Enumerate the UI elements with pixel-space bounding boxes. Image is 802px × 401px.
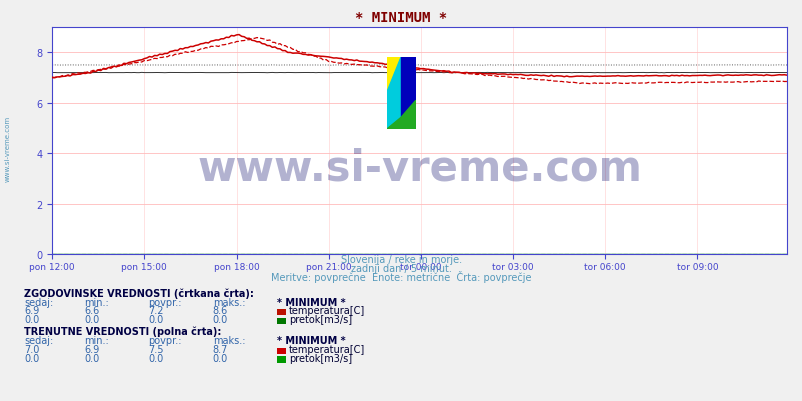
Text: temperatura[C]: temperatura[C]: [289, 344, 365, 354]
Text: www.si-vreme.com: www.si-vreme.com: [5, 115, 11, 181]
Text: 8.7: 8.7: [213, 344, 228, 354]
Text: min.:: min.:: [84, 335, 109, 345]
Text: 6.6: 6.6: [84, 306, 99, 316]
Text: sedaj:: sedaj:: [24, 297, 53, 307]
Text: 0.0: 0.0: [24, 353, 39, 363]
Text: * MINIMUM *: * MINIMUM *: [277, 297, 345, 307]
Text: 0.0: 0.0: [148, 353, 164, 363]
Text: ZGODOVINSKE VREDNOSTI (črtkana črta):: ZGODOVINSKE VREDNOSTI (črtkana črta):: [24, 288, 253, 298]
Text: 0.0: 0.0: [213, 314, 228, 324]
Text: maks.:: maks.:: [213, 297, 245, 307]
Text: maks.:: maks.:: [213, 335, 245, 345]
Text: * MINIMUM *: * MINIMUM *: [277, 335, 345, 345]
Text: Meritve: povprečne  Enote: metrične  Črta: povprečje: Meritve: povprečne Enote: metrične Črta:…: [271, 271, 531, 283]
Text: * MINIMUM *: * MINIMUM *: [355, 11, 447, 25]
Text: 6.9: 6.9: [24, 306, 39, 316]
Text: TRENUTNE VREDNOSTI (polna črta):: TRENUTNE VREDNOSTI (polna črta):: [24, 326, 221, 336]
Text: 0.0: 0.0: [24, 314, 39, 324]
Text: 0.0: 0.0: [213, 353, 228, 363]
Text: povpr.:: povpr.:: [148, 297, 182, 307]
Text: min.:: min.:: [84, 297, 109, 307]
Text: Slovenija / reke in morje.: Slovenija / reke in morje.: [341, 255, 461, 265]
Text: pretok[m3/s]: pretok[m3/s]: [289, 314, 352, 324]
Text: pretok[m3/s]: pretok[m3/s]: [289, 353, 352, 363]
Text: 0.0: 0.0: [84, 314, 99, 324]
Text: 7.2: 7.2: [148, 306, 164, 316]
Text: 0.0: 0.0: [84, 353, 99, 363]
Text: temperatura[C]: temperatura[C]: [289, 306, 365, 316]
Text: www.si-vreme.com: www.si-vreme.com: [196, 148, 642, 190]
Text: sedaj:: sedaj:: [24, 335, 53, 345]
Text: 0.0: 0.0: [148, 314, 164, 324]
Text: 6.9: 6.9: [84, 344, 99, 354]
Text: 7.5: 7.5: [148, 344, 164, 354]
Text: 8.6: 8.6: [213, 306, 228, 316]
Text: 7.0: 7.0: [24, 344, 39, 354]
Text: povpr.:: povpr.:: [148, 335, 182, 345]
Text: zadnji dan / 5 minut.: zadnji dan / 5 minut.: [350, 263, 452, 273]
